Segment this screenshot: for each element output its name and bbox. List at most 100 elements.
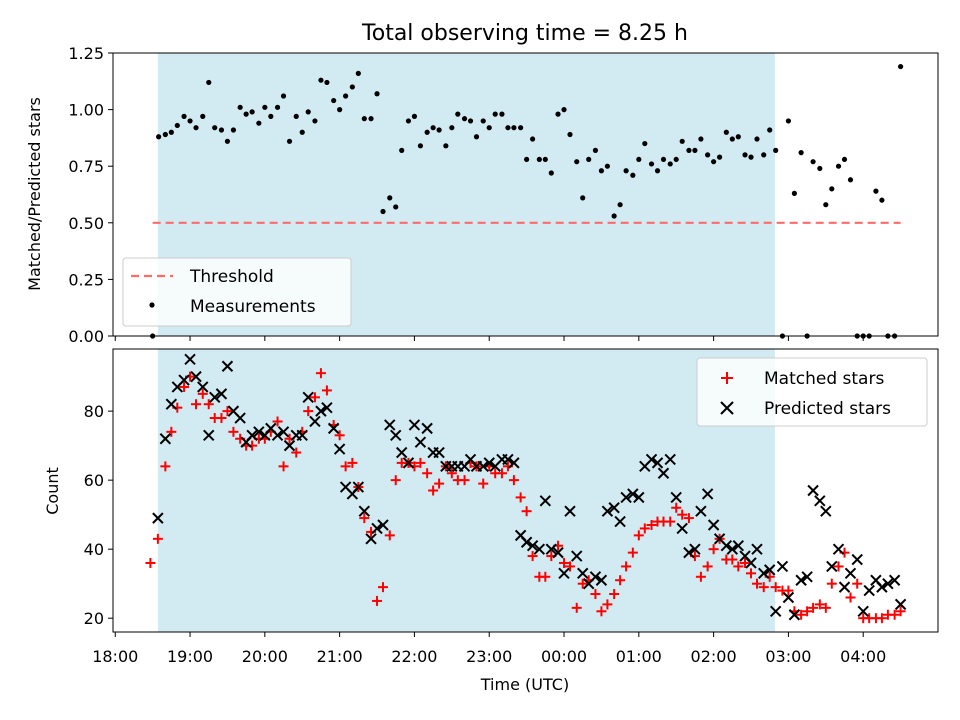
measurement-point [829,186,835,192]
matched-star-point [527,551,538,562]
measurement-point [405,118,412,124]
measurement-point [218,127,225,133]
predicted-star-point [676,522,688,535]
matched-star-point [272,416,283,427]
measurement-point [331,97,337,104]
threshold-legend-label: Threshold [189,267,274,287]
matched-star-point [876,613,887,624]
predicted-star-point [533,543,546,555]
predicted-star-point [433,446,445,459]
predicted-star-point [558,567,570,580]
predicted-star-point [695,505,707,517]
matched-star-point [783,585,794,596]
matched-star-point [590,589,601,600]
matched-star-point [160,461,171,472]
predicted-star-point [701,488,714,500]
count-legend-box [696,357,928,427]
measurement-point [473,134,480,140]
measurement-point [243,111,249,117]
y-tick-label: 0.75 [68,157,104,176]
measurement-point [524,156,530,163]
measurement-point [256,120,262,126]
matched-star-point [478,478,489,489]
predicted-star-point [683,546,695,559]
matched-star-point [633,530,644,541]
measurement-point [174,122,180,129]
measurement-point [486,125,492,131]
measurement-point [181,113,187,119]
predicted-star-point [601,505,614,517]
matched-star-point [309,392,320,403]
measurement-point [262,104,268,110]
measurement-point [773,147,779,153]
matched-star-point [751,578,762,589]
predicted-star-point [302,391,314,404]
measurement-point [586,156,592,163]
measurement-point [324,79,330,86]
matched-star-point [197,388,208,399]
matched-star-point [515,492,526,503]
matched-star-point [826,578,837,589]
predicted-star-point [633,491,645,504]
matched-star-point [459,475,470,486]
predicted-star-point [614,515,626,528]
predicted-star-point [234,412,246,424]
measurement-point [162,131,168,138]
measurement-point [542,156,548,163]
measurement-point [847,177,854,183]
predicted-star-point [333,443,346,455]
matched-legend-swatch [721,372,733,384]
predicted-star-point [539,495,552,507]
matched-star-point [852,578,863,589]
measurement-point [286,138,293,144]
measurement-point [636,156,642,163]
measurement-point [748,154,754,160]
predicted-star-point [820,505,832,517]
predicted-star-point [851,553,863,566]
predicted-star-point [732,540,745,552]
measurement-point [561,107,567,113]
measurement-point [224,138,231,144]
measurement-point [237,104,243,110]
measurement-point [343,93,349,99]
predicted-star-point [545,543,558,555]
ratio-panel-frame [112,52,939,337]
predicted-star-point [751,543,763,555]
measurement-point [193,125,199,131]
matched-star-point [422,468,433,479]
measurements-legend-swatch [149,302,155,308]
matched-star-point [166,426,177,437]
matched-star-point [152,533,163,544]
x-tick-label: 02:00 [691,647,737,666]
x-tick-label: 23:00 [466,647,512,666]
matched-star-point [665,516,676,527]
predicted-star-point [894,598,907,611]
observing-window-shade-bottom [157,349,775,632]
matched-star-point [683,513,694,524]
y-tick-label: 80 [84,402,104,421]
measurement-point [754,136,760,142]
x-tick-label: 19:00 [167,647,213,666]
matched-star-point [340,461,351,472]
predicted-star-point [589,571,602,583]
predicted-star-point [396,446,408,459]
measurement-point [187,118,193,124]
measurement-point [312,118,318,124]
predicted-star-point [526,540,539,552]
predicted-star-point [814,495,826,507]
y-tick-label: 0.00 [68,327,104,346]
measurement-point [761,152,767,158]
measurement-point [729,136,735,142]
measurement-point [798,150,804,156]
predicted-star-point [178,374,190,386]
predicted-star-point [296,429,308,441]
y-tick-label: 1.00 [68,101,104,120]
measurement-point [249,109,255,115]
predicted-star-point [627,488,639,500]
predicted-star-point [477,460,489,473]
predicted-star-point [246,429,258,441]
measurement-point [480,118,486,124]
predicted-star-point [414,436,427,448]
predicted-star-point [352,481,365,493]
